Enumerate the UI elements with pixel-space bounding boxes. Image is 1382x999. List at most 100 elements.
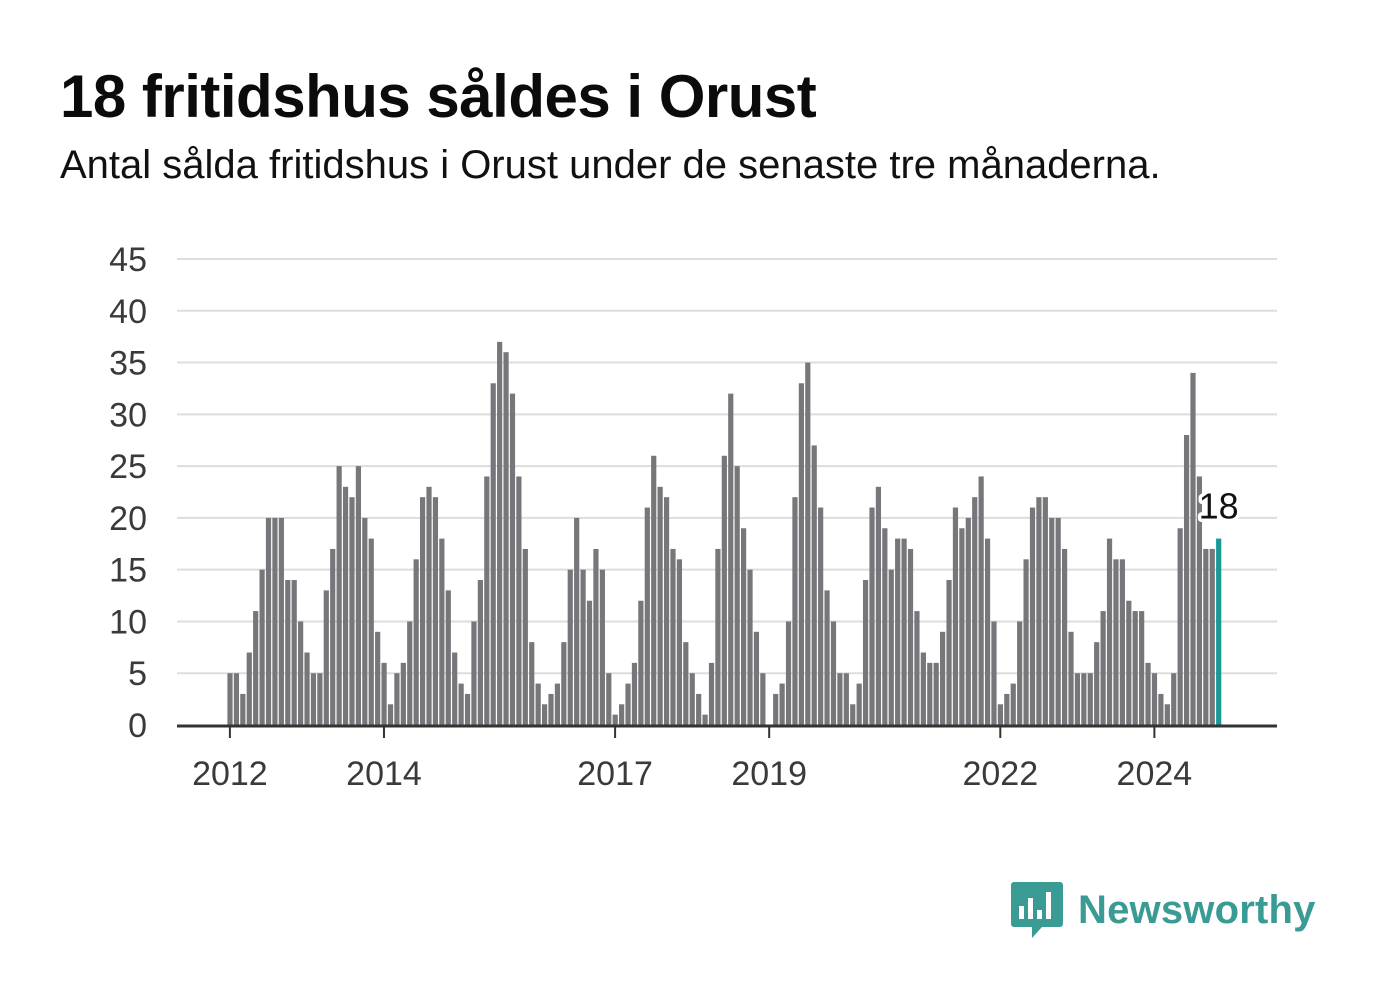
bar xyxy=(561,642,567,725)
y-tick-label: 35 xyxy=(109,345,147,383)
bar xyxy=(644,507,650,725)
bar xyxy=(869,507,875,725)
bar xyxy=(298,621,304,725)
bar xyxy=(702,714,708,725)
bar xyxy=(997,704,1003,725)
bar xyxy=(1126,600,1132,725)
bar xyxy=(477,580,483,725)
bar xyxy=(805,362,811,725)
x-tick-label: 2012 xyxy=(192,755,268,793)
bar xyxy=(593,548,599,725)
bar xyxy=(272,517,278,725)
bar xyxy=(638,600,644,725)
bar xyxy=(959,528,965,725)
bar xyxy=(946,580,952,725)
bar xyxy=(445,590,451,725)
bar xyxy=(1062,548,1068,725)
bar xyxy=(907,548,914,725)
bar xyxy=(760,673,766,725)
bar xyxy=(394,673,400,725)
bar xyxy=(1164,704,1170,725)
bar xyxy=(368,538,374,725)
x-tick-label: 2019 xyxy=(731,755,807,793)
brand-logo: Newsworthy xyxy=(1010,880,1316,940)
bar xyxy=(850,704,856,725)
y-tick-label: 10 xyxy=(109,603,147,641)
bar xyxy=(984,538,991,725)
bar xyxy=(606,673,612,725)
y-tick-label: 20 xyxy=(109,500,147,538)
bar xyxy=(535,683,541,725)
y-tick-label: 0 xyxy=(128,707,147,745)
bar xyxy=(362,517,368,725)
bar xyxy=(1209,548,1215,725)
bar xyxy=(452,652,458,725)
bar xyxy=(1042,497,1048,725)
bar xyxy=(291,580,297,725)
bar xyxy=(927,662,933,725)
bar xyxy=(285,580,291,725)
bar xyxy=(516,476,522,725)
bar xyxy=(541,704,548,725)
bar xyxy=(567,569,573,725)
bar xyxy=(676,559,682,725)
bar xyxy=(940,631,946,725)
bar xyxy=(1017,621,1023,725)
bar xyxy=(484,476,490,725)
bar xyxy=(1087,673,1093,725)
bar xyxy=(503,352,509,725)
bar xyxy=(529,642,535,725)
bar xyxy=(1171,673,1177,725)
bar xyxy=(1094,642,1100,725)
bar xyxy=(779,683,785,725)
bar xyxy=(728,393,734,725)
bar xyxy=(888,569,894,725)
bar xyxy=(1183,435,1190,725)
bar xyxy=(490,383,496,725)
bar xyxy=(387,704,394,725)
bar xyxy=(1100,611,1106,725)
bar xyxy=(464,693,471,725)
bar xyxy=(227,673,233,725)
bar-chart-speech-bubble-icon xyxy=(1011,882,1063,938)
bar xyxy=(278,517,284,725)
bar xyxy=(901,538,907,725)
bar xyxy=(1203,548,1209,725)
bar xyxy=(497,341,503,725)
bar xyxy=(1139,611,1145,725)
bar xyxy=(1196,476,1203,725)
bar xyxy=(631,662,638,725)
bar xyxy=(773,693,779,725)
bar xyxy=(355,466,361,725)
bar xyxy=(317,673,323,725)
bar xyxy=(625,683,631,725)
bar xyxy=(413,559,419,725)
annotations: 18 xyxy=(1195,482,1242,530)
bar xyxy=(619,704,625,725)
bar xyxy=(837,673,843,725)
bar xyxy=(509,393,516,725)
bar xyxy=(811,445,817,725)
bar xyxy=(798,383,804,725)
bar xyxy=(843,673,849,725)
bar xyxy=(1119,559,1125,725)
bar xyxy=(240,693,246,725)
y-tick-label: 25 xyxy=(109,448,147,486)
bar xyxy=(651,455,657,725)
y-tick-label: 5 xyxy=(128,655,147,693)
y-tick-label: 30 xyxy=(109,396,147,434)
bar xyxy=(400,662,406,725)
bar xyxy=(747,569,753,725)
bar xyxy=(1177,528,1183,725)
chart-title: 18 fritidshus såldes i Orust xyxy=(60,63,817,130)
bar xyxy=(522,548,528,725)
bar xyxy=(439,538,445,725)
bar xyxy=(246,652,252,725)
bar xyxy=(1158,693,1164,725)
bar xyxy=(458,683,464,725)
y-tick-label: 15 xyxy=(109,552,147,590)
bar xyxy=(330,548,336,725)
bar xyxy=(612,714,618,725)
bar xyxy=(1023,559,1029,725)
